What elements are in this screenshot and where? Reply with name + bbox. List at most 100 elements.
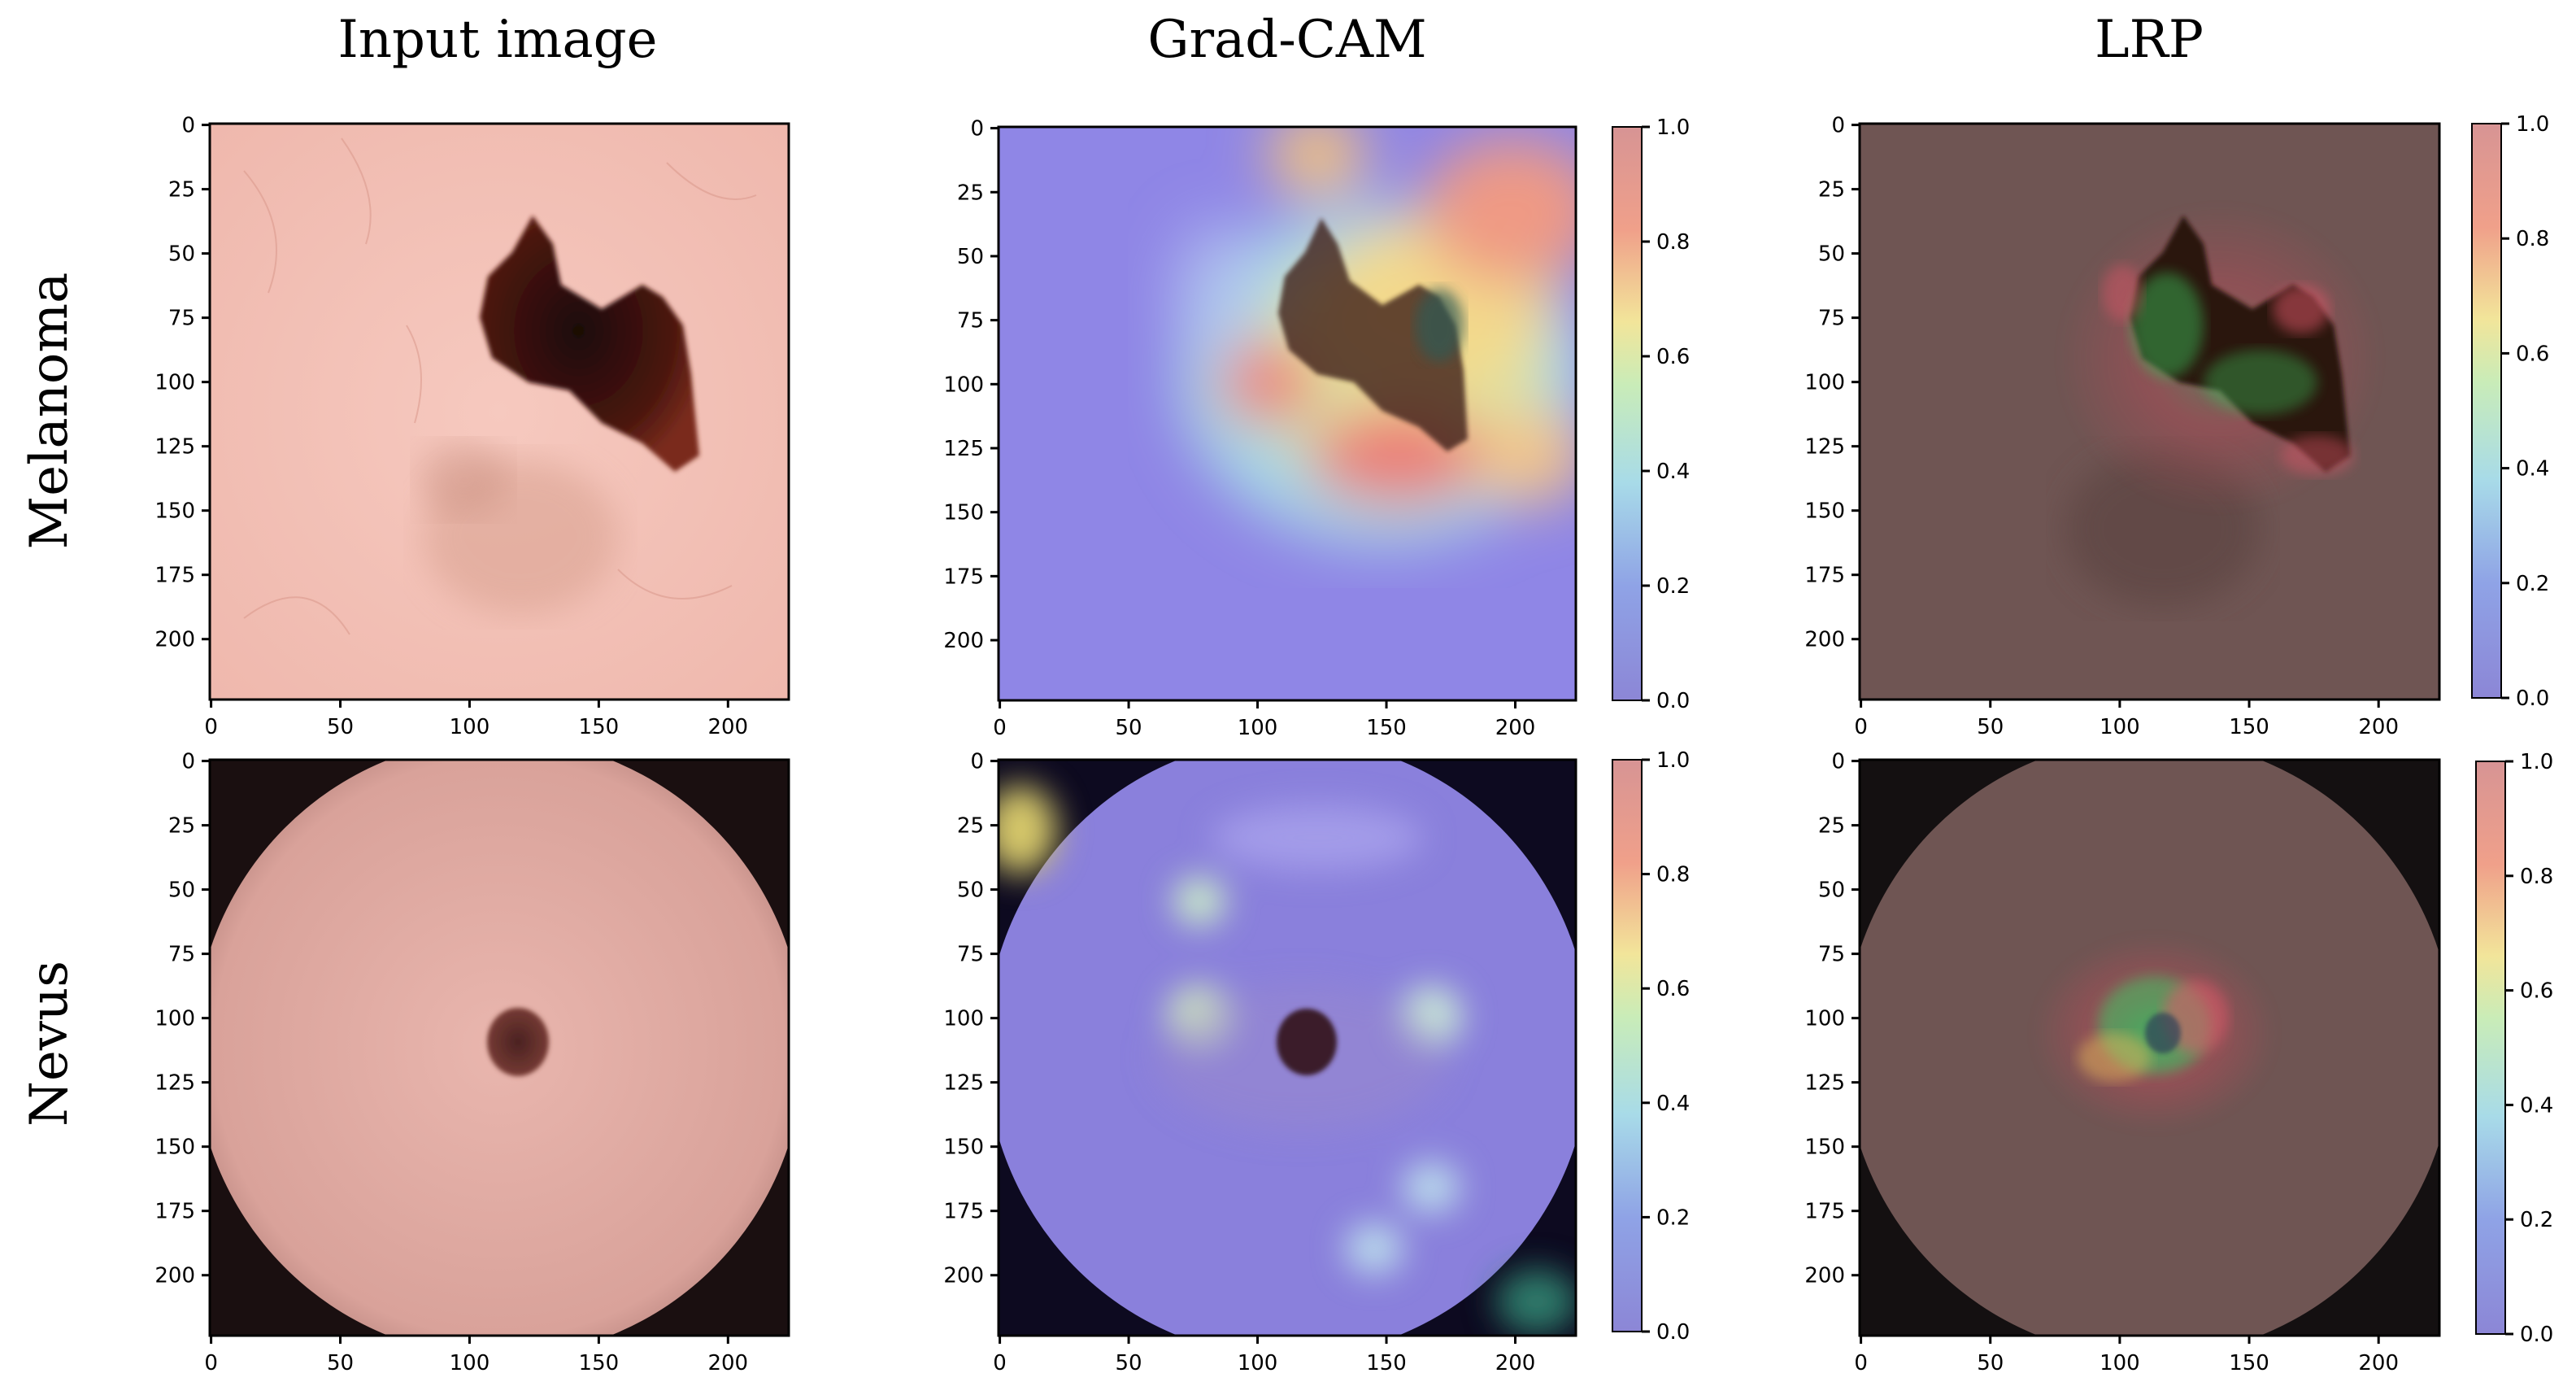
y-tick-label: 200 <box>1804 628 1845 652</box>
y-tick-label: 100 <box>154 1007 195 1031</box>
y-tick-label: 25 <box>957 181 984 205</box>
x-tick-label: 200 <box>707 715 748 739</box>
melanoma-grad-cam-heatmap <box>999 127 1576 700</box>
y-tick-label: 125 <box>1804 1071 1845 1096</box>
column-title-input-image: Input image <box>338 10 658 70</box>
colorbar-tick-label: 0.6 <box>2520 979 2553 1004</box>
y-tick-label: 100 <box>1804 371 1845 395</box>
colorbar-tick-label: 0.6 <box>2516 342 2549 366</box>
colorbar-lrp-nevus <box>2475 761 2506 1335</box>
y-tick-label: 100 <box>943 373 984 397</box>
x-tick-label: 200 <box>1495 716 1536 740</box>
x-tick-label: 50 <box>1116 716 1142 740</box>
colorbar-tick-label: 1.0 <box>1656 748 1690 773</box>
y-tick-label: 0 <box>1831 750 1845 774</box>
colorbar-tick-label: 0.0 <box>1656 1320 1690 1345</box>
y-tick-label: 0 <box>181 750 195 774</box>
colorbar-tick-label: 1.0 <box>1656 116 1690 140</box>
y-tick-label: 0 <box>970 750 984 774</box>
y-tick-label: 75 <box>168 307 195 331</box>
colorbar-tick-label: 0.8 <box>2520 865 2553 889</box>
x-tick-label: 100 <box>2100 715 2140 739</box>
y-tick-label: 50 <box>168 242 195 267</box>
x-tick-label: 150 <box>579 1351 620 1375</box>
y-tick-label: 0 <box>970 117 984 142</box>
y-tick-label: 50 <box>168 878 195 903</box>
y-tick-label: 175 <box>943 1200 984 1224</box>
colorbar-grad-cam-nevus-ticks: 0.0 0.2 0.4 0.6 0.8 1.0 <box>1642 748 1690 1345</box>
nevus-grad-cam-axes-frame <box>997 758 1577 1337</box>
colorbar-tick-label: 0.6 <box>1656 977 1690 1001</box>
x-tick-label: 50 <box>327 715 354 739</box>
nevus-input-axes-frame <box>208 758 790 1337</box>
colorbar-lrp-melanoma <box>2471 123 2502 699</box>
x-tick-label: 100 <box>450 715 490 739</box>
axes-layer: 0 50 100 150 200 0 25 50 75 100 125 150 175 200 0 50 100… <box>154 114 2441 1375</box>
y-tick-label: 25 <box>957 814 984 839</box>
y-tick-label: 125 <box>943 437 984 461</box>
y-tick-label: 150 <box>943 501 984 525</box>
colorbar-grad-cam-melanoma-ticks: 0.0 0.2 0.4 0.6 0.8 1.0 <box>1642 116 1690 713</box>
melanoma-grad-cam-axes: 0 50 100 150 200 0 25 50 75 100 125 150 175 200 <box>943 117 1577 740</box>
x-tick-label: 0 <box>1854 715 1868 739</box>
x-tick-label: 100 <box>450 1351 490 1375</box>
y-tick-label: 50 <box>957 245 984 269</box>
y-tick-label: 125 <box>943 1071 984 1096</box>
colorbar-tick-label: 0.0 <box>2516 687 2549 711</box>
y-tick-label: 75 <box>1818 943 1845 967</box>
y-tick-label: 50 <box>957 878 984 903</box>
x-tick-label: 200 <box>2358 1351 2399 1375</box>
colorbar-tick-label: 0.4 <box>2520 1093 2553 1118</box>
colorbar-lrp-melanoma-ticks: 0.0 0.2 0.4 0.6 0.8 1.0 <box>2501 112 2549 711</box>
melanoma-lrp-axes-frame <box>1858 122 2441 701</box>
colorbar-tick-label: 1.0 <box>2516 112 2549 137</box>
y-tick-label: 50 <box>1818 878 1845 903</box>
row-label-nevus: Nevus <box>20 961 80 1127</box>
y-tick-label: 75 <box>957 309 984 333</box>
colorbar-tick-label: 0.2 <box>2516 572 2549 596</box>
row-label-melanoma: Melanoma <box>20 272 80 550</box>
y-tick-label: 100 <box>1804 1007 1845 1031</box>
colorbar-grad-cam-nevus <box>1612 759 1643 1332</box>
y-tick-label: 0 <box>1831 114 1845 138</box>
y-tick-label: 175 <box>154 564 195 588</box>
x-tick-label: 150 <box>579 715 620 739</box>
y-tick-label: 75 <box>168 943 195 967</box>
nevus-grad-cam-heatmap <box>999 760 1576 1336</box>
y-tick-label: 175 <box>1804 564 1845 588</box>
colorbar-tick-label: 0.2 <box>1656 1205 1690 1230</box>
y-tick-label: 125 <box>154 435 195 460</box>
y-tick-label: 200 <box>943 629 984 653</box>
y-tick-label: 25 <box>1818 814 1845 839</box>
colorbar-lrp-nevus-ticks: 0.0 0.2 0.4 0.6 0.8 1.0 <box>2505 750 2553 1347</box>
y-tick-label: 200 <box>943 1264 984 1288</box>
melanoma-input-image <box>210 124 789 700</box>
colorbar-tick-label: 0.6 <box>1656 345 1690 369</box>
colorbar-tick-label: 0.8 <box>1656 863 1690 887</box>
x-tick-label: 50 <box>1977 1351 2004 1375</box>
colorbar-tick-label: 0.4 <box>1656 460 1690 484</box>
y-tick-label: 50 <box>1818 242 1845 267</box>
column-title-grad-cam: Grad-CAM <box>1147 10 1426 70</box>
x-tick-label: 100 <box>1238 716 1278 740</box>
colorbar-tick-label: 0.8 <box>2516 227 2549 251</box>
y-tick-label: 175 <box>154 1200 195 1224</box>
melanoma-input-axes: 0 50 100 150 200 0 25 50 75 100 125 150 175 200 <box>154 114 790 739</box>
y-tick-label: 100 <box>154 371 195 395</box>
x-tick-label: 200 <box>2358 715 2399 739</box>
y-tick-label: 150 <box>154 1136 195 1160</box>
x-tick-label: 0 <box>1854 1351 1868 1375</box>
x-tick-label: 0 <box>993 1351 1007 1375</box>
y-tick-label: 200 <box>154 628 195 652</box>
x-tick-label: 50 <box>1977 715 2004 739</box>
colorbar-tick-label: 0.0 <box>1656 689 1690 713</box>
x-tick-label: 50 <box>1116 1351 1142 1375</box>
colorbar-tick-label: 0.2 <box>2520 1208 2553 1232</box>
nevus-grad-cam-axes: 0 50 100 150 200 0 25 50 75 100 125 150 175 200 <box>943 750 1577 1375</box>
y-tick-label: 175 <box>943 565 984 589</box>
x-tick-label: 200 <box>1495 1351 1536 1375</box>
colorbar-tick-label: 0.4 <box>1656 1092 1690 1116</box>
nevus-lrp-axes-frame <box>1858 758 2441 1337</box>
x-tick-label: 150 <box>1366 716 1407 740</box>
